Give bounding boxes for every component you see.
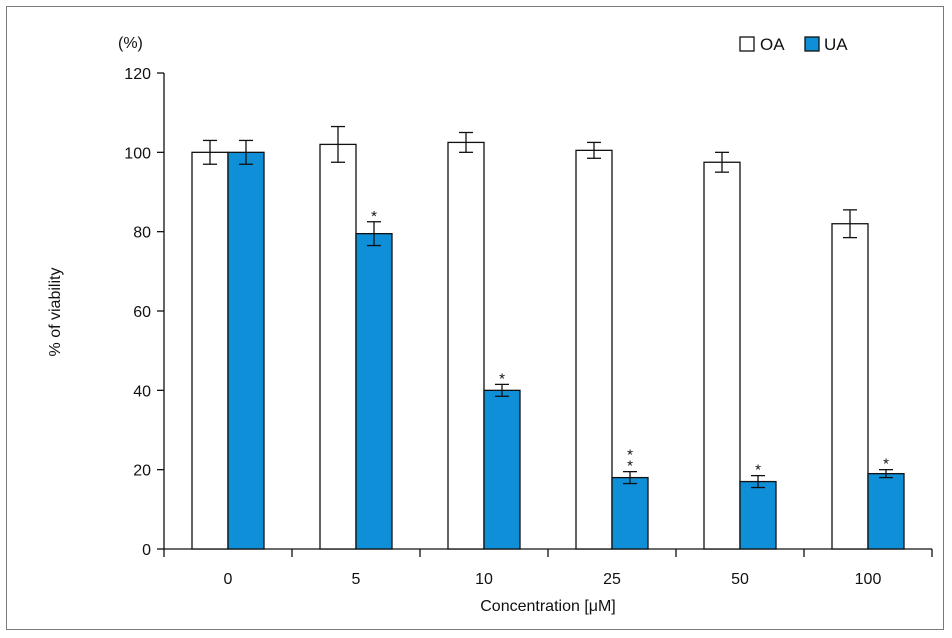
bar-ua xyxy=(739,480,777,550)
legend-swatch-ua xyxy=(804,36,820,52)
x-tick-label: 100 xyxy=(855,571,882,588)
y-tick-label: 60 xyxy=(133,304,151,321)
bar-oa xyxy=(191,151,229,550)
legend-swatch-oa xyxy=(739,36,755,52)
significance-mark: * xyxy=(499,370,505,387)
significance-mark: * xyxy=(755,462,761,479)
x-axis-title: Concentration [μM] xyxy=(480,598,616,615)
y-tick-label: 100 xyxy=(124,145,151,162)
legend-label-ua: UA xyxy=(824,35,848,54)
x-tick-label: 10 xyxy=(475,571,493,588)
legend-label-oa: OA xyxy=(760,35,785,54)
bar-oa xyxy=(703,161,741,550)
x-tick-label: 50 xyxy=(731,571,749,588)
y-tick-label: 80 xyxy=(133,225,151,242)
bar-ua xyxy=(483,389,521,550)
y-tick-label: 40 xyxy=(133,383,151,400)
y-axis-title: % of viability xyxy=(47,268,64,357)
y-unit-label: (%) xyxy=(118,35,143,52)
significance-mark: * xyxy=(627,447,633,464)
bar-ua xyxy=(867,472,905,550)
y-tick-label: 0 xyxy=(142,542,151,559)
x-tick-label: 25 xyxy=(603,571,621,588)
significance-mark: * xyxy=(371,208,377,225)
bar-oa xyxy=(447,141,485,550)
bar-ua xyxy=(611,476,649,550)
legend: OA UA xyxy=(739,35,848,54)
x-tick-label: 5 xyxy=(352,571,361,588)
bar-ua xyxy=(355,232,393,550)
significance-mark: * xyxy=(627,458,633,475)
x-tick-label: 0 xyxy=(224,571,233,588)
bar-oa xyxy=(575,149,613,550)
bar-ua xyxy=(227,151,265,550)
bar-oa xyxy=(831,223,869,550)
bar-oa xyxy=(319,143,357,550)
significance-mark: * xyxy=(883,456,889,473)
y-tick-label: 120 xyxy=(124,66,151,83)
y-tick-label: 20 xyxy=(133,463,151,480)
